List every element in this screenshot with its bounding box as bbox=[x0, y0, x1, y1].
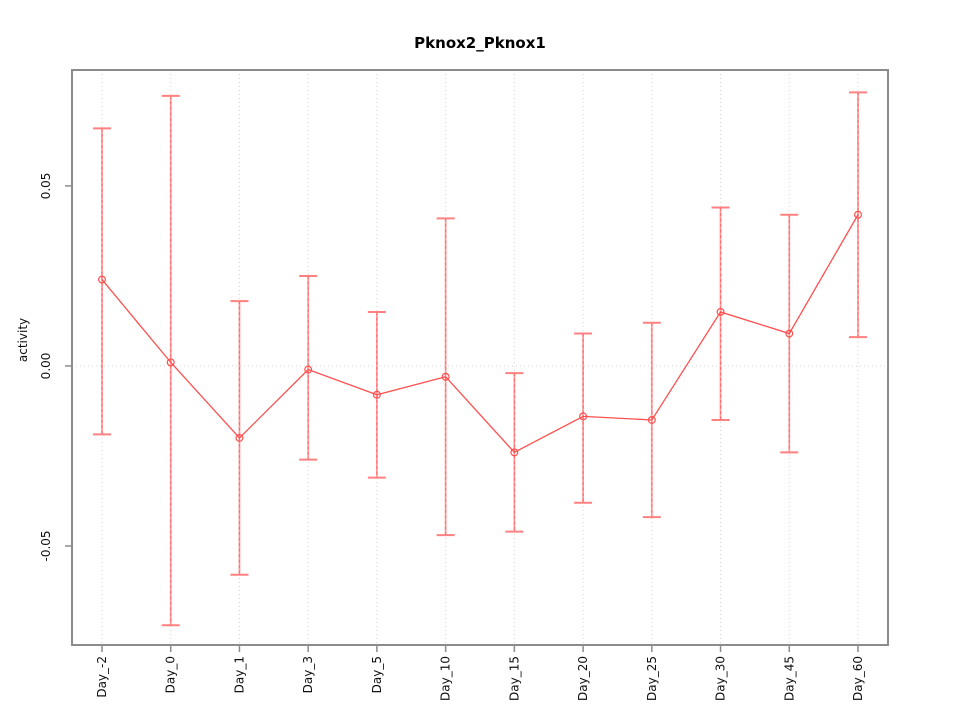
x-tick-label: Day_3 bbox=[301, 656, 315, 693]
error-bar bbox=[161, 94, 180, 627]
error-bar bbox=[574, 332, 593, 504]
data-point bbox=[510, 448, 519, 457]
x-tick-label: Day_-2 bbox=[95, 656, 109, 698]
x-tick-label: Day_15 bbox=[507, 656, 521, 701]
x-tick-label: Day_25 bbox=[645, 656, 659, 701]
data-point bbox=[853, 210, 862, 219]
x-tick-label: Day_60 bbox=[851, 656, 865, 701]
x-tick-label: Day_5 bbox=[370, 656, 384, 693]
x-tick-label: Day_45 bbox=[782, 656, 796, 701]
error-bar bbox=[711, 206, 730, 421]
x-tick-label: Day_20 bbox=[576, 656, 590, 701]
series-polyline bbox=[101, 214, 859, 454]
y-tick-label: 0.05 bbox=[39, 173, 53, 200]
series-line bbox=[101, 214, 859, 454]
y-tick-label: 0.00 bbox=[39, 353, 53, 380]
data-points bbox=[97, 210, 862, 457]
data-point bbox=[785, 329, 794, 338]
x-tick-label: Day_1 bbox=[232, 656, 246, 693]
error-bars bbox=[93, 91, 867, 627]
x-tick-label: Day_0 bbox=[164, 656, 178, 693]
data-point bbox=[716, 307, 725, 316]
data-point bbox=[235, 433, 244, 442]
data-point bbox=[647, 415, 656, 424]
data-point bbox=[97, 275, 106, 284]
error-bar bbox=[93, 127, 111, 436]
data-point bbox=[441, 372, 450, 381]
plot-border bbox=[71, 69, 889, 646]
x-tick-label: Day_30 bbox=[714, 656, 728, 701]
y-tick-label: -0.05 bbox=[39, 530, 53, 561]
data-point bbox=[304, 365, 313, 374]
axes: Day_-2 Day_0 Day_1 Day_3 Day_5 Day_10 Day_15 Da… bbox=[39, 69, 889, 701]
data-point bbox=[579, 412, 588, 421]
error-bar bbox=[299, 274, 318, 461]
data-point bbox=[372, 390, 381, 399]
chart-title: Pknox2_Pknox1 bbox=[414, 34, 546, 52]
gridlines bbox=[72, 70, 888, 645]
y-axis-label: activity bbox=[16, 318, 30, 362]
data-point bbox=[166, 358, 175, 367]
x-tick-label: Day_10 bbox=[439, 656, 453, 701]
